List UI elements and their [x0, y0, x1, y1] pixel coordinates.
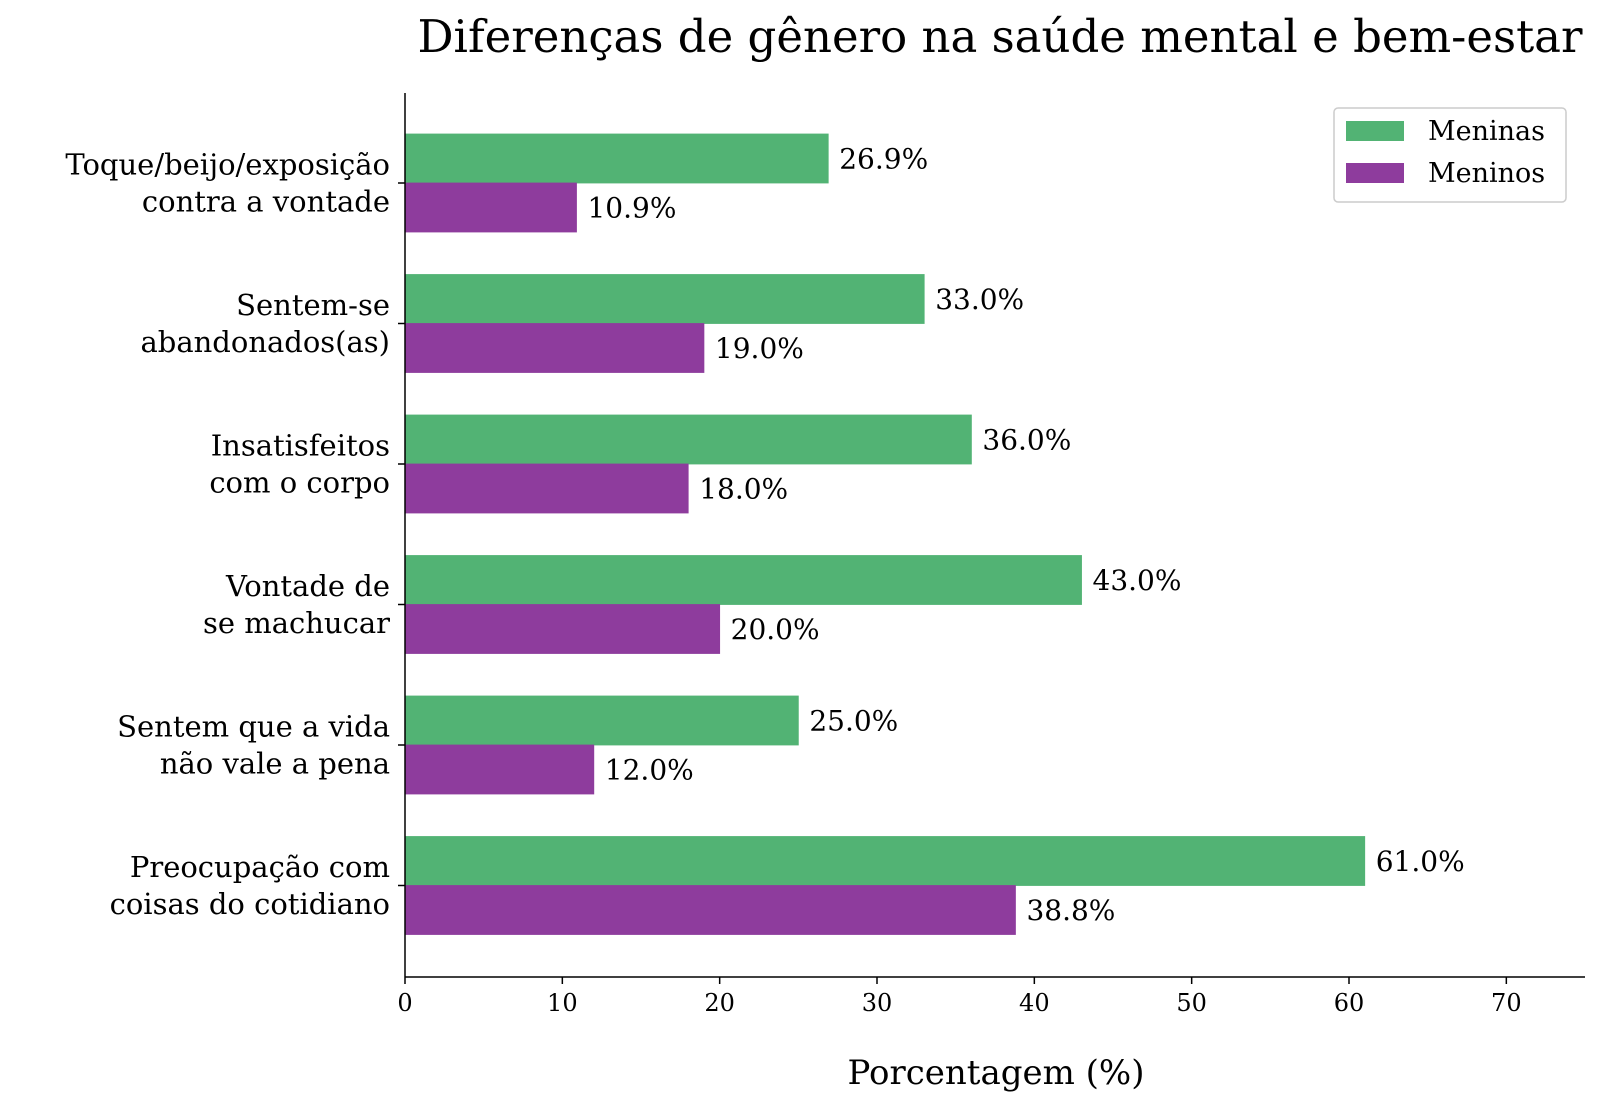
x-tick-label: 0 — [397, 989, 412, 1017]
y-tick-label-line: Sentem que a vida — [117, 710, 390, 744]
x-tick-label: 70 — [1491, 989, 1522, 1017]
y-tick-label: Toque/beijo/exposição contra a vontade — [65, 148, 390, 219]
data-label: 10.9% — [587, 192, 676, 225]
bar-meninas — [404, 836, 1366, 886]
data-label: 12.0% — [605, 754, 694, 787]
y-tick-label-line: abandonados(as) — [140, 325, 390, 359]
bar-meninos — [404, 604, 721, 654]
x-tick-label: 10 — [547, 989, 578, 1017]
x-tick-label: 20 — [704, 989, 735, 1017]
y-tick-label-line: se machucar — [203, 606, 390, 640]
data-label: 33.0% — [935, 283, 1024, 316]
data-label: 25.0% — [809, 705, 898, 738]
bar-meninas — [404, 133, 829, 184]
bar-meninas — [404, 555, 1082, 605]
y-tick-label-line: Sentem-se — [236, 288, 390, 322]
y-tick-label-line: contra a vontade — [142, 185, 390, 219]
y-tick-label: Insatisfeitos com o corpo — [209, 429, 390, 500]
bar-meninas — [404, 414, 972, 465]
legend: Meninas Meninos — [1333, 107, 1567, 203]
x-axis-title: Porcentagem (%) — [848, 1053, 1145, 1093]
x-tick-label: 50 — [1176, 989, 1207, 1017]
y-tick-label-line: Toque/beijo/exposição — [65, 148, 390, 182]
data-label: 18.0% — [699, 473, 788, 506]
y-tick-label-line: com o corpo — [209, 466, 390, 500]
bar-meninas — [404, 695, 799, 746]
y-tick-label-line: não vale a pena — [160, 747, 390, 781]
x-tick-label: 60 — [1334, 989, 1365, 1017]
legend-swatch-meninos — [1346, 163, 1404, 183]
data-label: 19.0% — [715, 332, 804, 365]
data-label: 61.0% — [1376, 845, 1465, 878]
x-tick-label: 40 — [1019, 989, 1050, 1017]
data-label: 43.0% — [1093, 564, 1182, 597]
bar-meninos — [404, 885, 1016, 935]
y-tick-label-line: coisas do cotidiano — [110, 887, 390, 921]
legend-label-meninos: Meninos — [1428, 158, 1545, 189]
x-tick-label: 30 — [862, 989, 893, 1017]
bar-meninos — [404, 323, 705, 373]
bar-meninos — [404, 463, 689, 514]
data-label: 26.9% — [839, 143, 928, 176]
legend-swatch-meninas — [1346, 121, 1404, 141]
y-tick-label: Sentem-se abandonados(as) — [140, 288, 390, 359]
y-tick-label-line: Vontade de — [225, 569, 390, 603]
y-tick-label: Sentem que a vida não vale a pena — [117, 710, 390, 781]
axes-group: Toque/beijo/exposição contra a vontade Sen… — [65, 93, 1585, 1017]
bar-meninas — [404, 274, 925, 324]
data-label: 36.0% — [982, 424, 1071, 457]
bar-meninos — [404, 182, 577, 233]
data-label: 38.8% — [1026, 894, 1115, 927]
data-label: 20.0% — [731, 613, 820, 646]
bar-meninos — [404, 744, 595, 795]
y-tick-label-line: Preocupação com — [130, 850, 390, 884]
bars-group: 26.9% 10.9% 33.0% 19.0% 36.0% 18.0% 43.0% 20.0%… — [404, 133, 1465, 935]
y-tick-label: Preocupação com coisas do cotidiano — [110, 850, 390, 921]
chart-title: Diferenças de gênero na saúde mental e b… — [417, 10, 1583, 63]
y-tick-label: Vontade de se machucar — [203, 569, 390, 640]
legend-label-meninas: Meninas — [1428, 116, 1545, 147]
y-tick-label-line: Insatisfeitos — [211, 429, 390, 463]
